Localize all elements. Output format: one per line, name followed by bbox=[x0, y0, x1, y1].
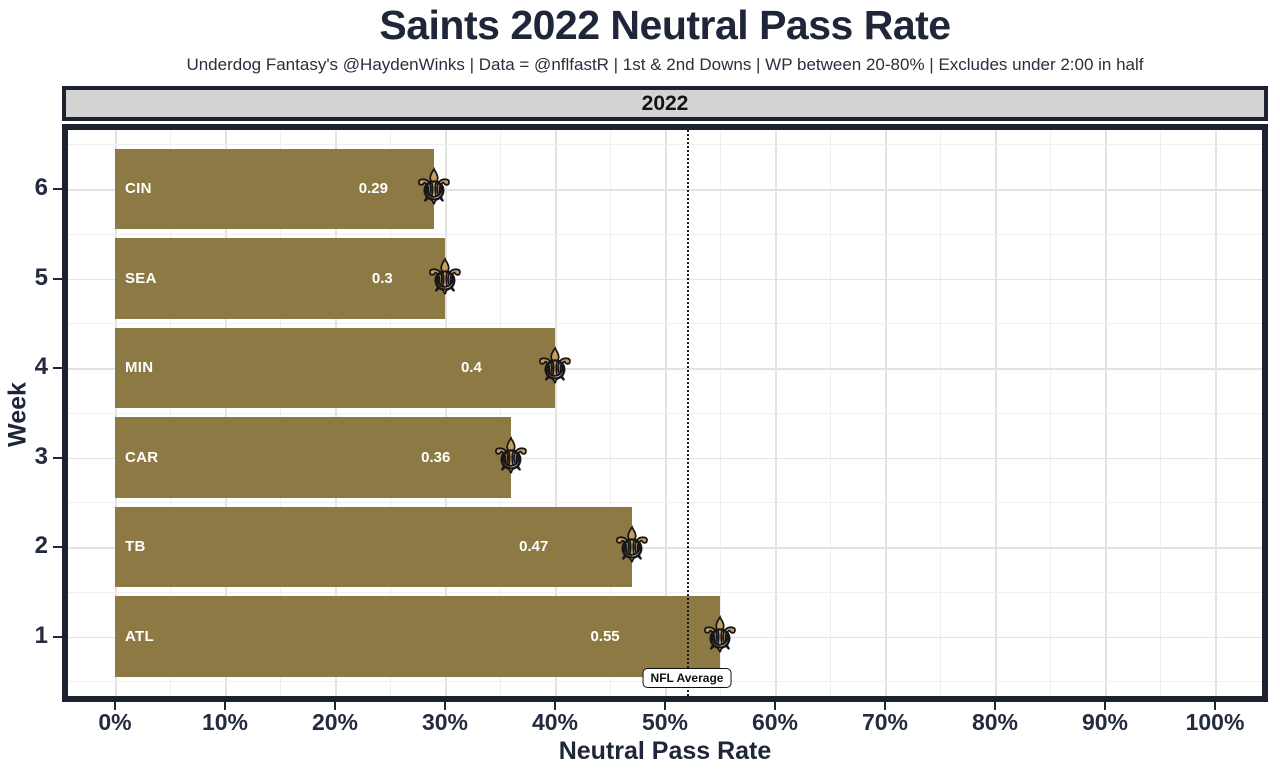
bar-value-label: 0.36 bbox=[421, 448, 451, 466]
x-tick-mark bbox=[1213, 702, 1217, 710]
x-tick-label: 50% bbox=[641, 709, 689, 735]
saints-fleur-de-lis-icon: ⚜ bbox=[698, 608, 742, 662]
y-tick-mark bbox=[53, 277, 62, 280]
facet-strip-label: 2022 bbox=[641, 91, 689, 115]
x-tick-label: 80% bbox=[971, 709, 1019, 735]
bar-opponent-label: CIN bbox=[125, 180, 152, 198]
gridline-horizontal bbox=[68, 457, 1262, 459]
x-axis-title: Neutral Pass Rate bbox=[558, 737, 772, 765]
x-tick-label: 40% bbox=[531, 709, 579, 735]
gridline-horizontal bbox=[68, 278, 1262, 280]
x-tick-label: 20% bbox=[311, 709, 359, 735]
y-tick-label: 4 bbox=[34, 352, 48, 380]
gridline-horizontal bbox=[68, 591, 1262, 593]
x-tick-mark bbox=[553, 702, 557, 710]
y-tick-label: 3 bbox=[34, 442, 48, 470]
x-tick-label: 30% bbox=[421, 709, 469, 735]
plot-area: CIN 0.29 SEA 0.3 MIN 0.4 CAR 0.36 TB 0.47 ATL 0.55 ⚜… bbox=[68, 130, 1262, 696]
y-tick-label: 5 bbox=[34, 263, 48, 291]
bar-value-label: 0.55 bbox=[590, 627, 620, 645]
y-tick-label: 1 bbox=[34, 621, 48, 649]
bar-opponent-label: CAR bbox=[125, 448, 159, 466]
gridline-horizontal bbox=[68, 144, 1262, 146]
x-tick-mark bbox=[113, 702, 117, 710]
gridline-horizontal bbox=[68, 189, 1262, 191]
bar-week-5: SEA 0.3 bbox=[115, 238, 445, 319]
bar-opponent-label: TB bbox=[125, 538, 146, 556]
x-tick-mark bbox=[223, 702, 227, 710]
saints-fleur-de-lis-icon: ⚜ bbox=[423, 250, 467, 304]
gridline-horizontal bbox=[68, 547, 1262, 549]
gridline-horizontal bbox=[68, 323, 1262, 325]
y-tick-label: 2 bbox=[34, 531, 48, 559]
gridline-horizontal bbox=[68, 233, 1262, 235]
bar-week-1: ATL 0.55 bbox=[115, 596, 720, 677]
x-tick-label: 0% bbox=[98, 709, 132, 735]
x-tick-mark bbox=[883, 702, 887, 710]
y-tick-label: 6 bbox=[34, 173, 48, 201]
x-tick-mark bbox=[663, 702, 667, 710]
x-tick-label: 70% bbox=[861, 709, 909, 735]
x-tick-mark bbox=[443, 702, 447, 710]
nfl-average-label: NFL Average bbox=[642, 668, 732, 688]
bar-opponent-label: ATL bbox=[125, 627, 154, 645]
facet-strip: 2022 bbox=[62, 86, 1268, 121]
saints-fleur-de-lis-icon: ⚜ bbox=[610, 518, 654, 572]
x-tick-mark bbox=[333, 702, 337, 710]
bar-opponent-label: MIN bbox=[125, 359, 154, 377]
x-tick-label: 100% bbox=[1185, 709, 1245, 735]
x-tick-label: 60% bbox=[751, 709, 799, 735]
bar-week-4: MIN 0.4 bbox=[115, 327, 555, 409]
x-tick-label: 10% bbox=[201, 709, 249, 735]
bar-value-label: 0.47 bbox=[519, 538, 549, 556]
gridline-horizontal bbox=[68, 368, 1262, 370]
bar-value-label: 0.4 bbox=[460, 359, 482, 377]
bar-week-2: TB 0.47 bbox=[115, 506, 632, 588]
x-tick-mark bbox=[773, 702, 777, 710]
plot-panel: CIN 0.29 SEA 0.3 MIN 0.4 CAR 0.36 TB 0.47 ATL 0.55 ⚜… bbox=[62, 124, 1268, 702]
bar-opponent-label: SEA bbox=[125, 269, 157, 287]
saints-fleur-de-lis-icon: ⚜ bbox=[489, 429, 533, 483]
y-tick-mark bbox=[53, 546, 62, 549]
chart-subtitle: Underdog Fantasy's @HaydenWinks | Data =… bbox=[186, 55, 1144, 74]
bar-week-3: CAR 0.36 bbox=[115, 417, 511, 498]
y-tick-mark bbox=[53, 188, 62, 191]
x-tick-mark bbox=[1103, 702, 1107, 710]
x-tick-label: 90% bbox=[1081, 709, 1129, 735]
gridline-horizontal bbox=[68, 502, 1262, 504]
bar-value-label: 0.29 bbox=[358, 180, 388, 198]
gridline-horizontal bbox=[68, 412, 1262, 414]
y-tick-mark bbox=[53, 456, 62, 459]
bar-value-label: 0.3 bbox=[371, 269, 393, 287]
saints-fleur-de-lis-icon: ⚜ bbox=[533, 339, 577, 393]
bar-week-6: CIN 0.29 bbox=[115, 148, 434, 230]
saints-fleur-de-lis-icon: ⚜ bbox=[412, 160, 456, 214]
chart-title: Saints 2022 Neutral Pass Rate bbox=[379, 2, 951, 48]
y-tick-mark bbox=[53, 635, 62, 638]
y-tick-mark bbox=[53, 367, 62, 370]
x-tick-mark bbox=[993, 702, 997, 710]
nfl-average-line bbox=[687, 130, 689, 696]
